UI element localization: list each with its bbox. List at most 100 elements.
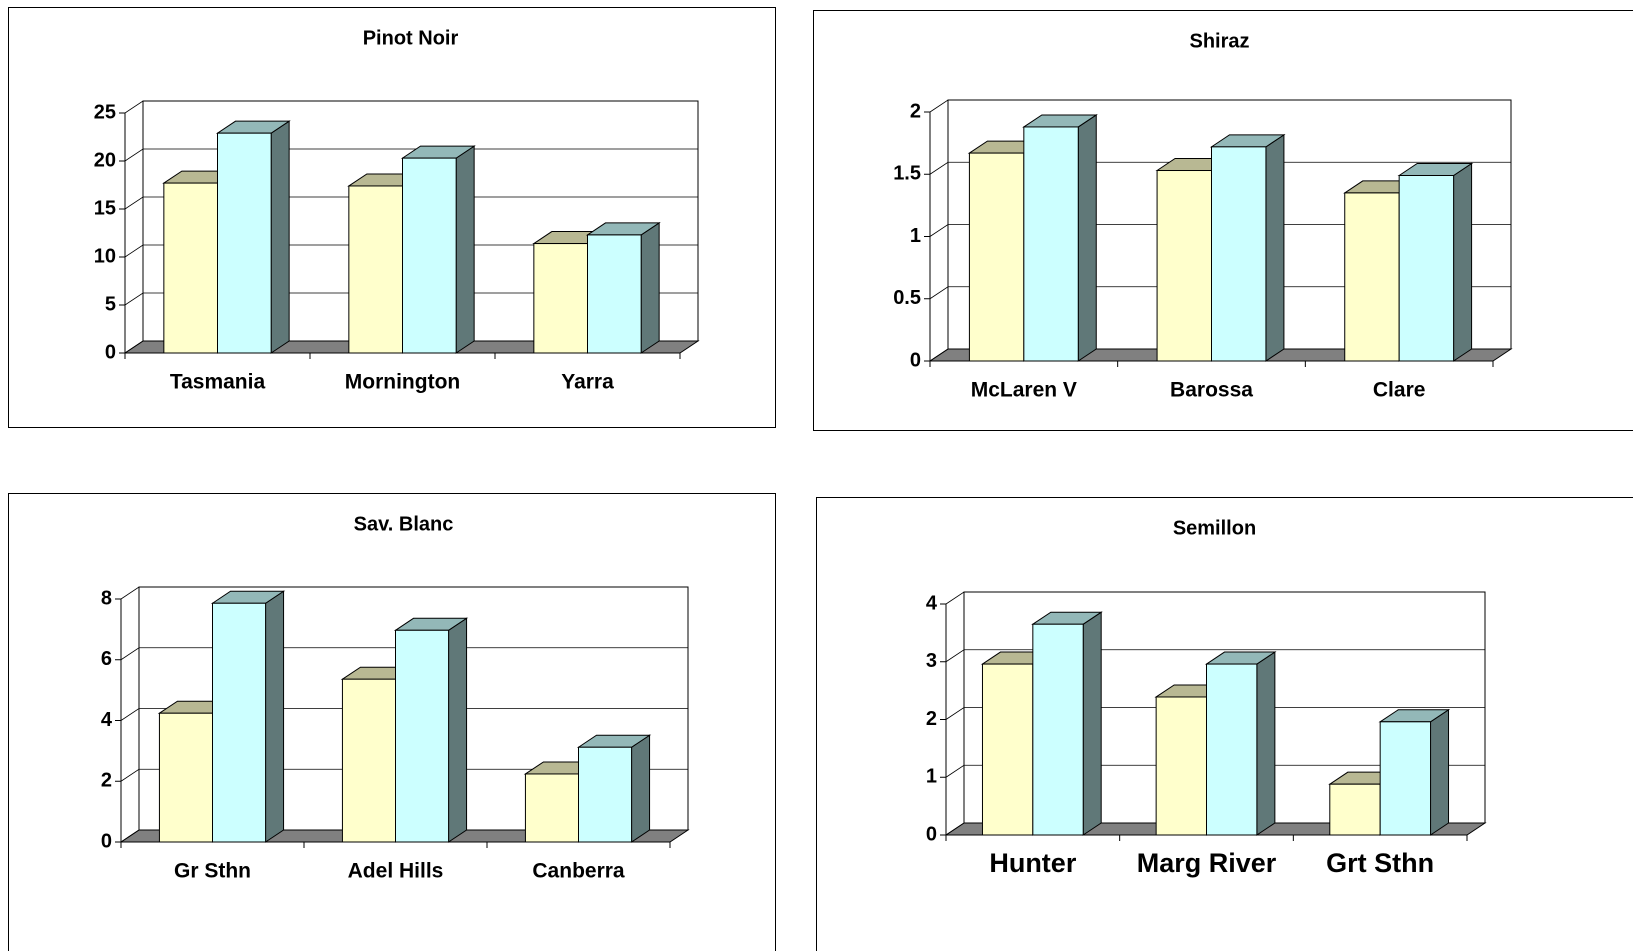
grid-line xyxy=(120,586,688,600)
y-tick-label: 25 xyxy=(94,101,116,123)
chart-border xyxy=(816,497,1633,951)
bar-side xyxy=(1256,651,1276,836)
bar xyxy=(1398,174,1455,362)
bar xyxy=(163,182,219,354)
bar-side xyxy=(1265,133,1285,362)
grid-line xyxy=(124,292,698,306)
bar xyxy=(1023,126,1079,362)
bar xyxy=(158,712,213,843)
grid-line xyxy=(120,829,688,843)
grid-line xyxy=(929,348,1511,362)
grid-line xyxy=(929,161,1511,175)
grid-line xyxy=(945,707,1485,720)
grid-line xyxy=(945,822,1485,836)
grid-line xyxy=(945,764,1485,778)
bar xyxy=(533,243,588,354)
y-tick-label: 4 xyxy=(926,592,938,614)
y-tick-label: 10 xyxy=(94,245,116,267)
grid-line xyxy=(124,196,698,210)
x-tick-label: Adel Hills xyxy=(348,860,444,883)
grid-line xyxy=(945,649,1485,663)
bar xyxy=(1329,783,1381,836)
x-tick-label: Hunter xyxy=(989,848,1076,878)
bar-side xyxy=(1430,708,1450,836)
grid-line xyxy=(124,100,698,114)
chart-border xyxy=(813,10,1633,431)
grid-line xyxy=(929,224,1511,237)
bar-side xyxy=(455,145,475,354)
chart: Pinot Noir 0 5 10 15 20 25 Tasmania Mornington Ya… xyxy=(8,7,776,428)
y-tick-label: 1 xyxy=(926,766,937,788)
bar xyxy=(1032,623,1084,836)
bar xyxy=(341,678,396,843)
y-tick-label: 2 xyxy=(926,708,937,730)
y-tick-label: 8 xyxy=(101,587,112,609)
grid-line xyxy=(120,708,688,721)
bar xyxy=(1344,192,1400,362)
bar xyxy=(395,629,450,843)
x-tick-label: Canberra xyxy=(532,860,625,883)
bar xyxy=(1379,721,1432,836)
chart-title: Pinot Noir xyxy=(363,27,459,49)
bar xyxy=(981,663,1034,836)
bar-side xyxy=(270,120,290,354)
bar xyxy=(524,773,579,843)
grid-line xyxy=(124,244,698,258)
y-tick-label: 20 xyxy=(94,149,116,171)
grid-line xyxy=(120,768,688,782)
bar xyxy=(587,234,642,354)
bar xyxy=(348,185,404,354)
grid-line xyxy=(945,591,1485,605)
y-tick-label: 1 xyxy=(910,225,921,247)
grid-line xyxy=(120,647,688,661)
x-tick-label: Mornington xyxy=(345,371,460,394)
bar xyxy=(968,152,1025,362)
bar-side xyxy=(448,617,468,843)
bar xyxy=(1155,696,1207,836)
bar xyxy=(1206,663,1258,836)
chart: Semillon 0 1 2 3 4 Hunter Marg River Grt Sthn xyxy=(816,497,1633,951)
bar-side xyxy=(631,734,651,843)
bar xyxy=(578,746,633,843)
x-tick-label: Barossa xyxy=(1170,379,1253,402)
bar xyxy=(212,602,267,843)
x-tick-label: McLaren V xyxy=(971,379,1077,402)
bar xyxy=(217,132,272,354)
y-tick-label: 0 xyxy=(926,823,937,845)
y-tick-label: 0 xyxy=(105,341,116,363)
chart-border xyxy=(8,7,776,428)
bar xyxy=(402,157,457,354)
y-tick-label: 0 xyxy=(910,349,921,371)
y-tick-label: 2 xyxy=(910,100,921,122)
grid-line xyxy=(124,148,698,162)
y-tick-label: 6 xyxy=(101,648,112,670)
chart-title: Semillon xyxy=(1173,517,1256,539)
grid-line xyxy=(124,340,698,354)
grid-line xyxy=(929,286,1511,300)
chart: Sav. Blanc 0 2 4 6 8 Gr Sthn Adel Hills Canberra xyxy=(8,493,776,951)
chart-title: Shiraz xyxy=(1189,30,1249,52)
y-tick-label: 2 xyxy=(101,770,112,792)
bar-side xyxy=(640,221,660,354)
x-tick-label: Clare xyxy=(1373,379,1426,402)
y-tick-label: 0.5 xyxy=(893,287,921,309)
bar xyxy=(1211,146,1267,362)
chart-title: Sav. Blanc xyxy=(354,513,454,535)
bar-side xyxy=(1077,114,1097,362)
y-tick-label: 4 xyxy=(101,709,113,731)
x-tick-label: Yarra xyxy=(561,371,614,394)
x-tick-label: Grt Sthn xyxy=(1326,848,1434,878)
y-tick-label: 5 xyxy=(105,293,116,315)
y-tick-label: 0 xyxy=(101,830,112,852)
bar-side xyxy=(1453,162,1473,362)
chart: Shiraz 0 0.5 1 1.5 2 McLaren V Barossa Clare xyxy=(813,10,1633,431)
x-tick-label: Tasmania xyxy=(170,371,266,394)
grid-line xyxy=(929,99,1511,113)
x-tick-label: Marg River xyxy=(1137,848,1277,878)
y-tick-label: 1.5 xyxy=(893,163,921,185)
bar-side xyxy=(1082,611,1102,836)
y-tick-label: 15 xyxy=(94,197,116,219)
bar xyxy=(1156,170,1212,362)
bar-side xyxy=(265,590,285,843)
y-tick-label: 3 xyxy=(926,650,937,672)
